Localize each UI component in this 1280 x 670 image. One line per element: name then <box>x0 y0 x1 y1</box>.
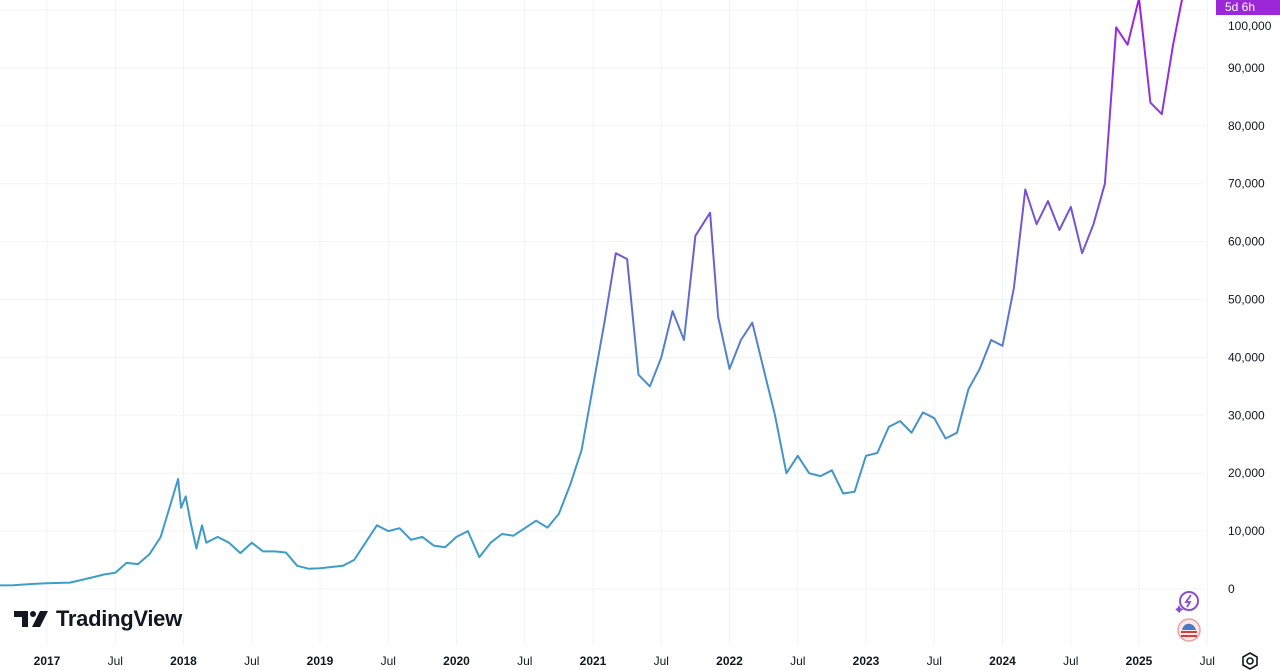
y-tick-label: 0 <box>1228 582 1235 596</box>
y-tick-label: 90,000 <box>1228 61 1265 75</box>
x-tick-label: Jul <box>517 654 532 668</box>
settings-gear-icon[interactable] <box>1240 652 1260 670</box>
x-tick-label: 2019 <box>307 654 334 668</box>
x-tick-label: 2018 <box>170 654 197 668</box>
lightning-sparkle-icon[interactable] <box>1173 589 1201 615</box>
x-tick-label: Jul <box>108 654 123 668</box>
us-flag-icon[interactable] <box>1176 617 1202 643</box>
x-tick-label: Jul <box>1200 654 1215 668</box>
x-tick-label: Jul <box>381 654 396 668</box>
grid-lines <box>0 0 1208 645</box>
y-tick-label: 70,000 <box>1228 177 1265 191</box>
x-tick-label: 2017 <box>34 654 61 668</box>
tradingview-logo[interactable]: TradingView <box>14 606 182 632</box>
y-tick-label: 80,000 <box>1228 119 1265 133</box>
countdown-badge: 5d 6h <box>1216 0 1280 15</box>
tradingview-logo-icon <box>14 611 48 627</box>
x-tick-label: Jul <box>244 654 259 668</box>
x-tick-label: Jul <box>927 654 942 668</box>
x-tick-label: 2022 <box>716 654 743 668</box>
y-tick-label: 20,000 <box>1228 466 1265 480</box>
y-tick-label: 60,000 <box>1228 235 1265 249</box>
x-tick-label: 2024 <box>989 654 1016 668</box>
x-tick-label: Jul <box>790 654 805 668</box>
logo-text: TradingView <box>56 606 182 631</box>
y-tick-label: 50,000 <box>1228 293 1265 307</box>
x-tick-label: 2021 <box>580 654 607 668</box>
x-tick-label: 2023 <box>853 654 880 668</box>
x-axis: 2017 Jul 2018 Jul 2019 Jul 2020 Jul 2021 Jul 2022 J… <box>34 654 1215 668</box>
y-axis: 0 10,000 20,000 30,000 40,000 50,000 60,000 70,… <box>1228 19 1272 596</box>
x-tick-label: 2025 <box>1126 654 1153 668</box>
x-tick-label: Jul <box>654 654 669 668</box>
price-line-series <box>0 0 1183 587</box>
y-tick-label: 40,000 <box>1228 350 1265 364</box>
y-tick-label: 30,000 <box>1228 408 1265 422</box>
y-tick-label: 100,000 <box>1228 19 1272 33</box>
x-tick-label: 2020 <box>443 654 470 668</box>
x-tick-label: Jul <box>1063 654 1078 668</box>
y-tick-label: 10,000 <box>1228 524 1265 538</box>
